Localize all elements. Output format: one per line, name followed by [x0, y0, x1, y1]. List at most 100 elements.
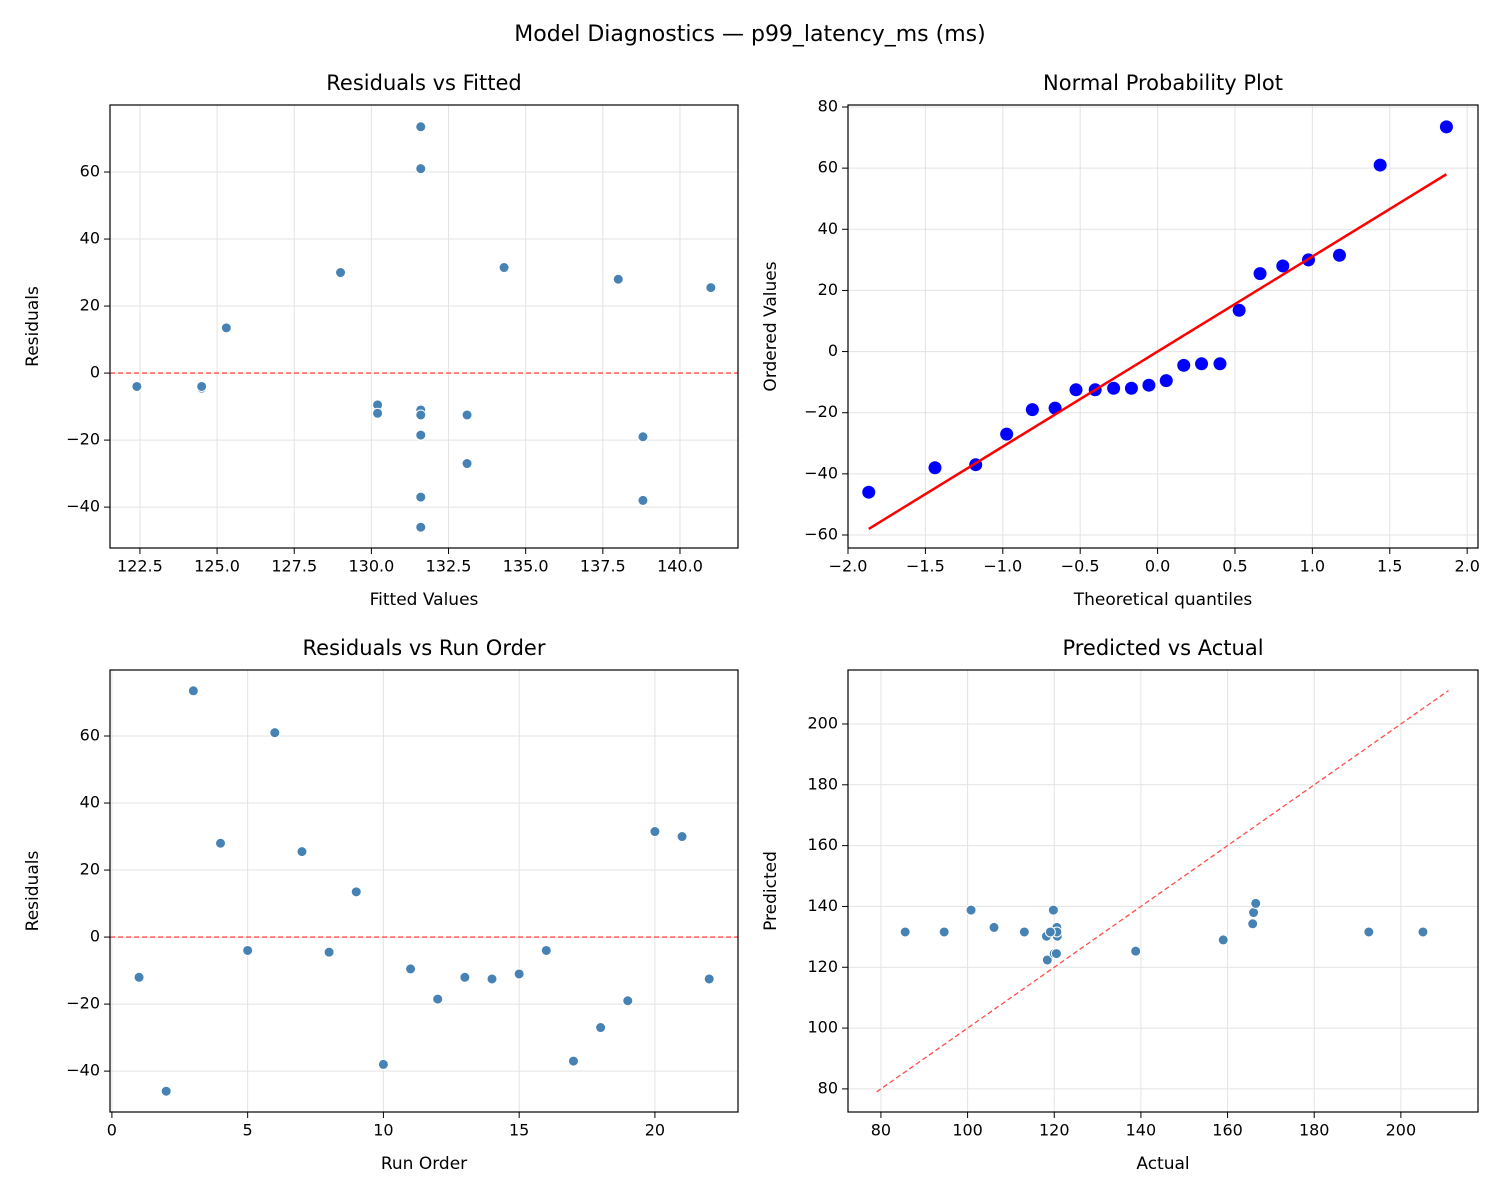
y-tick-label: −20 [804, 402, 838, 421]
point [220, 322, 232, 334]
point [1232, 303, 1246, 317]
point [415, 163, 427, 175]
point [1332, 248, 1346, 262]
x-tick-label: 0.0 [1145, 557, 1170, 576]
y-tick-label: 20 [80, 860, 100, 879]
point [461, 458, 473, 470]
point [649, 826, 661, 838]
y-tick-label: −40 [66, 1061, 100, 1080]
point [1050, 948, 1062, 960]
subplot-title: Residuals vs Fitted [326, 71, 521, 95]
subplot-title: Residuals vs Run Order [303, 636, 546, 660]
point [676, 831, 688, 843]
point [965, 904, 977, 916]
x-tick-label: 20 [645, 1121, 665, 1140]
point [269, 727, 281, 739]
point [459, 971, 471, 983]
y-tick-label: 40 [818, 219, 838, 238]
point [622, 995, 634, 1007]
y-tick-label: 20 [818, 280, 838, 299]
x-tick-label: 137.5 [580, 557, 626, 576]
y-tick-label: −20 [66, 994, 100, 1013]
point [1195, 357, 1209, 371]
point [1018, 926, 1030, 938]
point [498, 262, 510, 274]
point [187, 685, 199, 697]
point [540, 944, 552, 956]
point [1373, 158, 1387, 172]
point [335, 267, 347, 279]
point [703, 973, 715, 985]
y-tick-label: 20 [80, 296, 100, 315]
x-tick-label: 10 [373, 1121, 393, 1140]
point [705, 282, 717, 294]
point [133, 971, 145, 983]
x-axis-label: Theoretical quantiles [1073, 590, 1253, 610]
point [1107, 381, 1121, 395]
x-tick-label: 0.5 [1222, 557, 1247, 576]
point [567, 1055, 579, 1067]
point [1130, 945, 1142, 957]
point [513, 968, 525, 980]
subplot: 80 100 120 140 160 180 200 80 100 120 140 160 180 200… [761, 636, 1479, 1174]
y-tick-label: 0 [828, 341, 838, 360]
point [928, 461, 942, 475]
y-tick-label: 180 [807, 774, 838, 793]
y-tick-label: −20 [66, 430, 100, 449]
point [899, 926, 911, 938]
point [1213, 357, 1227, 371]
y-tick-label: 80 [818, 1078, 838, 1097]
y-tick-label: 140 [807, 896, 838, 915]
x-tick-label: 100 [952, 1121, 983, 1140]
point [242, 944, 254, 956]
point [1124, 381, 1138, 395]
y-tick-label: −40 [66, 497, 100, 516]
reference-line [876, 689, 1449, 1093]
x-axis-label: Fitted Values [370, 590, 479, 610]
x-tick-label: 160 [1212, 1121, 1243, 1140]
x-tick-label: 130.0 [348, 557, 394, 576]
x-tick-label: 2.0 [1454, 557, 1479, 576]
x-tick-label: 135.0 [503, 557, 549, 576]
point [1025, 403, 1039, 417]
x-tick-label: 180 [1299, 1121, 1330, 1140]
point [1000, 427, 1014, 441]
axes-frame [109, 669, 739, 1113]
point [196, 380, 208, 392]
x-tick-label: 127.5 [271, 557, 317, 576]
subplot: 0 5 10 15 20 −40 −20 0 20 40 60 Residuals vs Run Or… [23, 636, 739, 1174]
y-axis-label: Predicted [761, 851, 781, 931]
y-tick-label: −60 [804, 525, 838, 544]
x-tick-label: 122.5 [117, 557, 163, 576]
point [988, 921, 1000, 933]
y-tick-label: −40 [804, 463, 838, 482]
x-tick-label: 200 [1386, 1121, 1417, 1140]
point [1177, 358, 1191, 372]
axes-frame [847, 669, 1479, 1113]
y-tick-label: 160 [807, 835, 838, 854]
subplot-title: Normal Probability Plot [1043, 71, 1283, 95]
axes-frame [847, 104, 1479, 549]
point [432, 993, 444, 1005]
x-tick-label: 1.5 [1377, 557, 1402, 576]
subplot-title: Predicted vs Actual [1062, 636, 1263, 660]
point [461, 409, 473, 421]
point [323, 946, 335, 958]
point [372, 407, 384, 419]
x-tick-label: 140.0 [657, 557, 703, 576]
y-tick-label: 60 [80, 726, 100, 745]
x-axis-label: Run Order [381, 1154, 467, 1174]
point [215, 837, 227, 849]
point [1250, 897, 1262, 909]
point [405, 963, 417, 975]
point [1159, 374, 1173, 388]
point [350, 886, 362, 898]
x-tick-label: 120 [1039, 1121, 1070, 1140]
point [1142, 378, 1156, 392]
x-tick-label: −0.5 [1061, 557, 1100, 576]
y-axis-label: Residuals [23, 851, 43, 932]
point [862, 485, 876, 499]
point [131, 380, 143, 392]
